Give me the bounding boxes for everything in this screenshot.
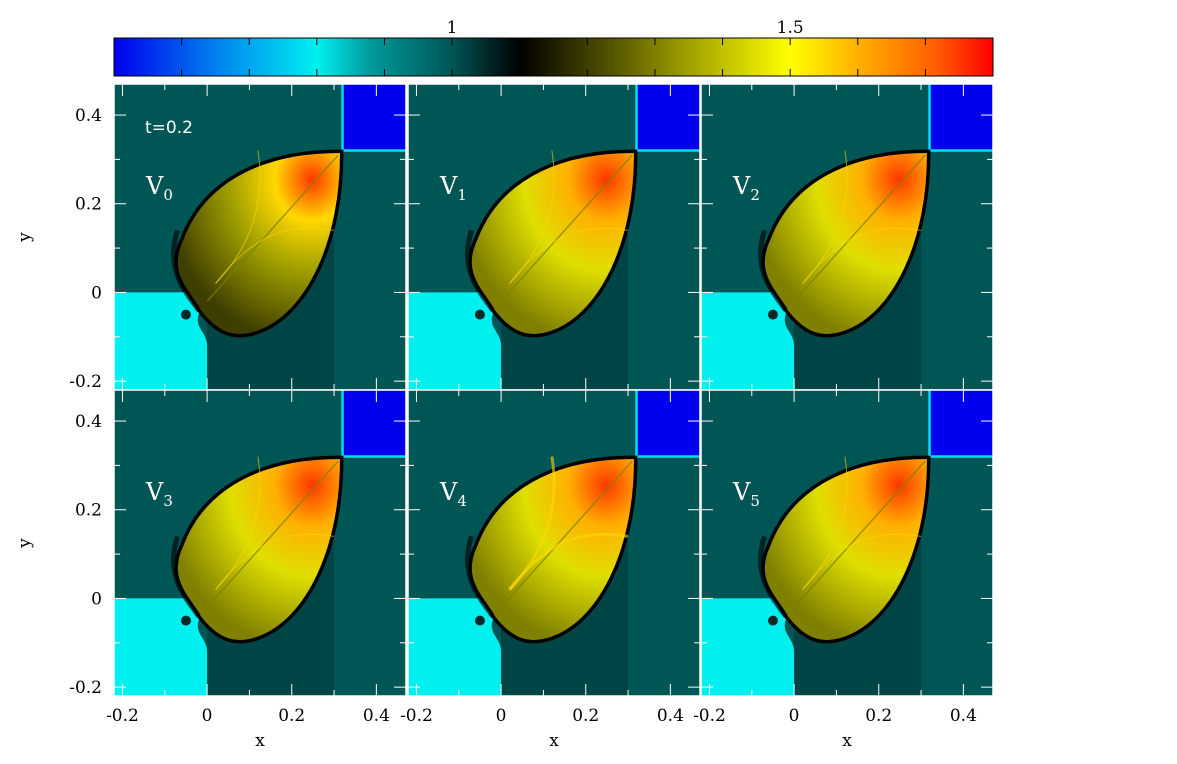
x-tick-label: 0 (202, 706, 213, 726)
panel-label: V3 (145, 478, 173, 510)
vortex (472, 613, 487, 628)
x-tick-label: -0.2 (693, 706, 726, 726)
vortex (178, 307, 193, 322)
panel-V1: V1 (407, 83, 701, 391)
vortex (765, 307, 780, 322)
panel-label: V4 (439, 478, 467, 510)
y-tick-label: 0 (91, 283, 102, 303)
x-axis-label: x (549, 731, 559, 751)
y-tick-label: 0.2 (75, 501, 102, 521)
contact-curve (215, 150, 261, 284)
x-tick-label: 0 (496, 706, 507, 726)
quadrant-top-right (342, 390, 406, 457)
y-axis-label: y (15, 538, 35, 549)
lobe-rim (465, 229, 495, 312)
quadrant-top-right (636, 390, 700, 457)
panel-V3: V3 (113, 389, 407, 697)
colorbar-tick-label: 1 (447, 18, 458, 38)
lobe-rim (758, 229, 788, 312)
colorbar (113, 37, 994, 77)
x-tick-label: -0.2 (400, 706, 433, 726)
lobe-rim (758, 535, 788, 618)
x-tick-label: 0.2 (865, 706, 892, 726)
x-tick-label: 0 (789, 706, 800, 726)
x-axis-label: x (842, 731, 852, 751)
x-tick-label: 0.2 (572, 706, 599, 726)
y-tick-label: -0.2 (69, 372, 102, 392)
x-tick-label: 0.4 (950, 706, 977, 726)
panel-V0: V0 (113, 83, 407, 391)
x-tick-label: 0.2 (278, 706, 305, 726)
contact-curve (215, 456, 261, 590)
y-tick-label: 0 (91, 589, 102, 609)
diagonal-line (206, 154, 339, 302)
contact-curve (802, 150, 848, 284)
lobe-rim (171, 535, 201, 618)
quadrant-top-right (929, 390, 993, 457)
diagonal-line (793, 154, 926, 302)
x-tick-label: 0.4 (657, 706, 684, 726)
panel-frame (700, 389, 994, 697)
panel-label: V2 (732, 172, 760, 204)
y-tick-label: 0.4 (75, 106, 102, 126)
y-axis-label: y (15, 232, 35, 243)
colorbar-tick-label: 1.5 (777, 18, 804, 38)
panel-frame (407, 389, 701, 697)
vortex (472, 307, 487, 322)
y-tick-label: -0.2 (69, 678, 102, 698)
y-tick-label: 0.2 (75, 195, 102, 215)
contact-curve (509, 150, 555, 284)
panel-V4: V4 (407, 389, 701, 697)
x-tick-label: -0.2 (106, 706, 139, 726)
vortex (178, 613, 193, 628)
contact-curve (508, 456, 556, 591)
contact-curve (802, 456, 848, 590)
panel-label: V1 (439, 172, 467, 204)
panel-V5: V5 (700, 389, 994, 697)
diagonal-line (500, 460, 633, 608)
x-axis-label: x (255, 731, 265, 751)
diagonal-line (206, 460, 339, 608)
vortex (765, 613, 780, 628)
time-annotation: t=0.2 (145, 118, 193, 138)
lobe-rim (465, 535, 495, 618)
quadrant-top-right (636, 84, 700, 151)
quadrant-top-right (929, 84, 993, 151)
panel-label: V0 (145, 172, 173, 204)
panel-label: V5 (732, 478, 760, 510)
lobe-rim (171, 229, 201, 312)
x-tick-label: 0.4 (363, 706, 390, 726)
diagonal-line (793, 460, 926, 608)
panel-V2: V2 (700, 83, 994, 391)
y-tick-label: 0.4 (75, 412, 102, 432)
quadrant-top-right (342, 84, 406, 151)
panel-frame (113, 389, 407, 697)
diagonal-line (500, 154, 633, 302)
